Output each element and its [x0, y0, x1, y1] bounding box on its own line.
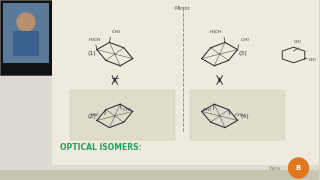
Bar — [3, 3, 49, 63]
Text: (2): (2) — [87, 114, 96, 119]
Text: $H_3C$: $H_3C$ — [91, 112, 101, 119]
Text: $CH_3$: $CH_3$ — [234, 112, 244, 119]
Text: $CH_3$: $CH_3$ — [202, 106, 212, 114]
Bar — [0, 170, 319, 180]
Bar — [190, 90, 284, 140]
Text: OPTICAL ISOMERS:: OPTICAL ISOMERS: — [60, 143, 141, 152]
Text: $CH_3$: $CH_3$ — [240, 36, 250, 44]
Bar — [70, 90, 175, 140]
Text: $CH_3$: $CH_3$ — [111, 29, 122, 36]
Text: $CH_3$: $CH_3$ — [308, 56, 317, 64]
Text: (4): (4) — [240, 114, 249, 119]
Bar — [0, 0, 52, 75]
Text: $H_3CH$: $H_3CH$ — [88, 36, 102, 44]
Text: Mirror: Mirror — [175, 6, 191, 11]
Bar — [13, 31, 39, 56]
Text: (1): (1) — [87, 51, 96, 56]
Text: B: B — [296, 165, 301, 171]
Text: (3): (3) — [239, 51, 247, 56]
Text: Wina: Wina — [268, 165, 281, 170]
Text: $CH_3$: $CH_3$ — [292, 38, 302, 46]
Text: $CH_3$: $CH_3$ — [122, 106, 132, 114]
Circle shape — [17, 13, 35, 31]
Text: $H_3CH$: $H_3CH$ — [210, 29, 223, 36]
Circle shape — [289, 158, 308, 178]
Bar — [52, 0, 319, 165]
